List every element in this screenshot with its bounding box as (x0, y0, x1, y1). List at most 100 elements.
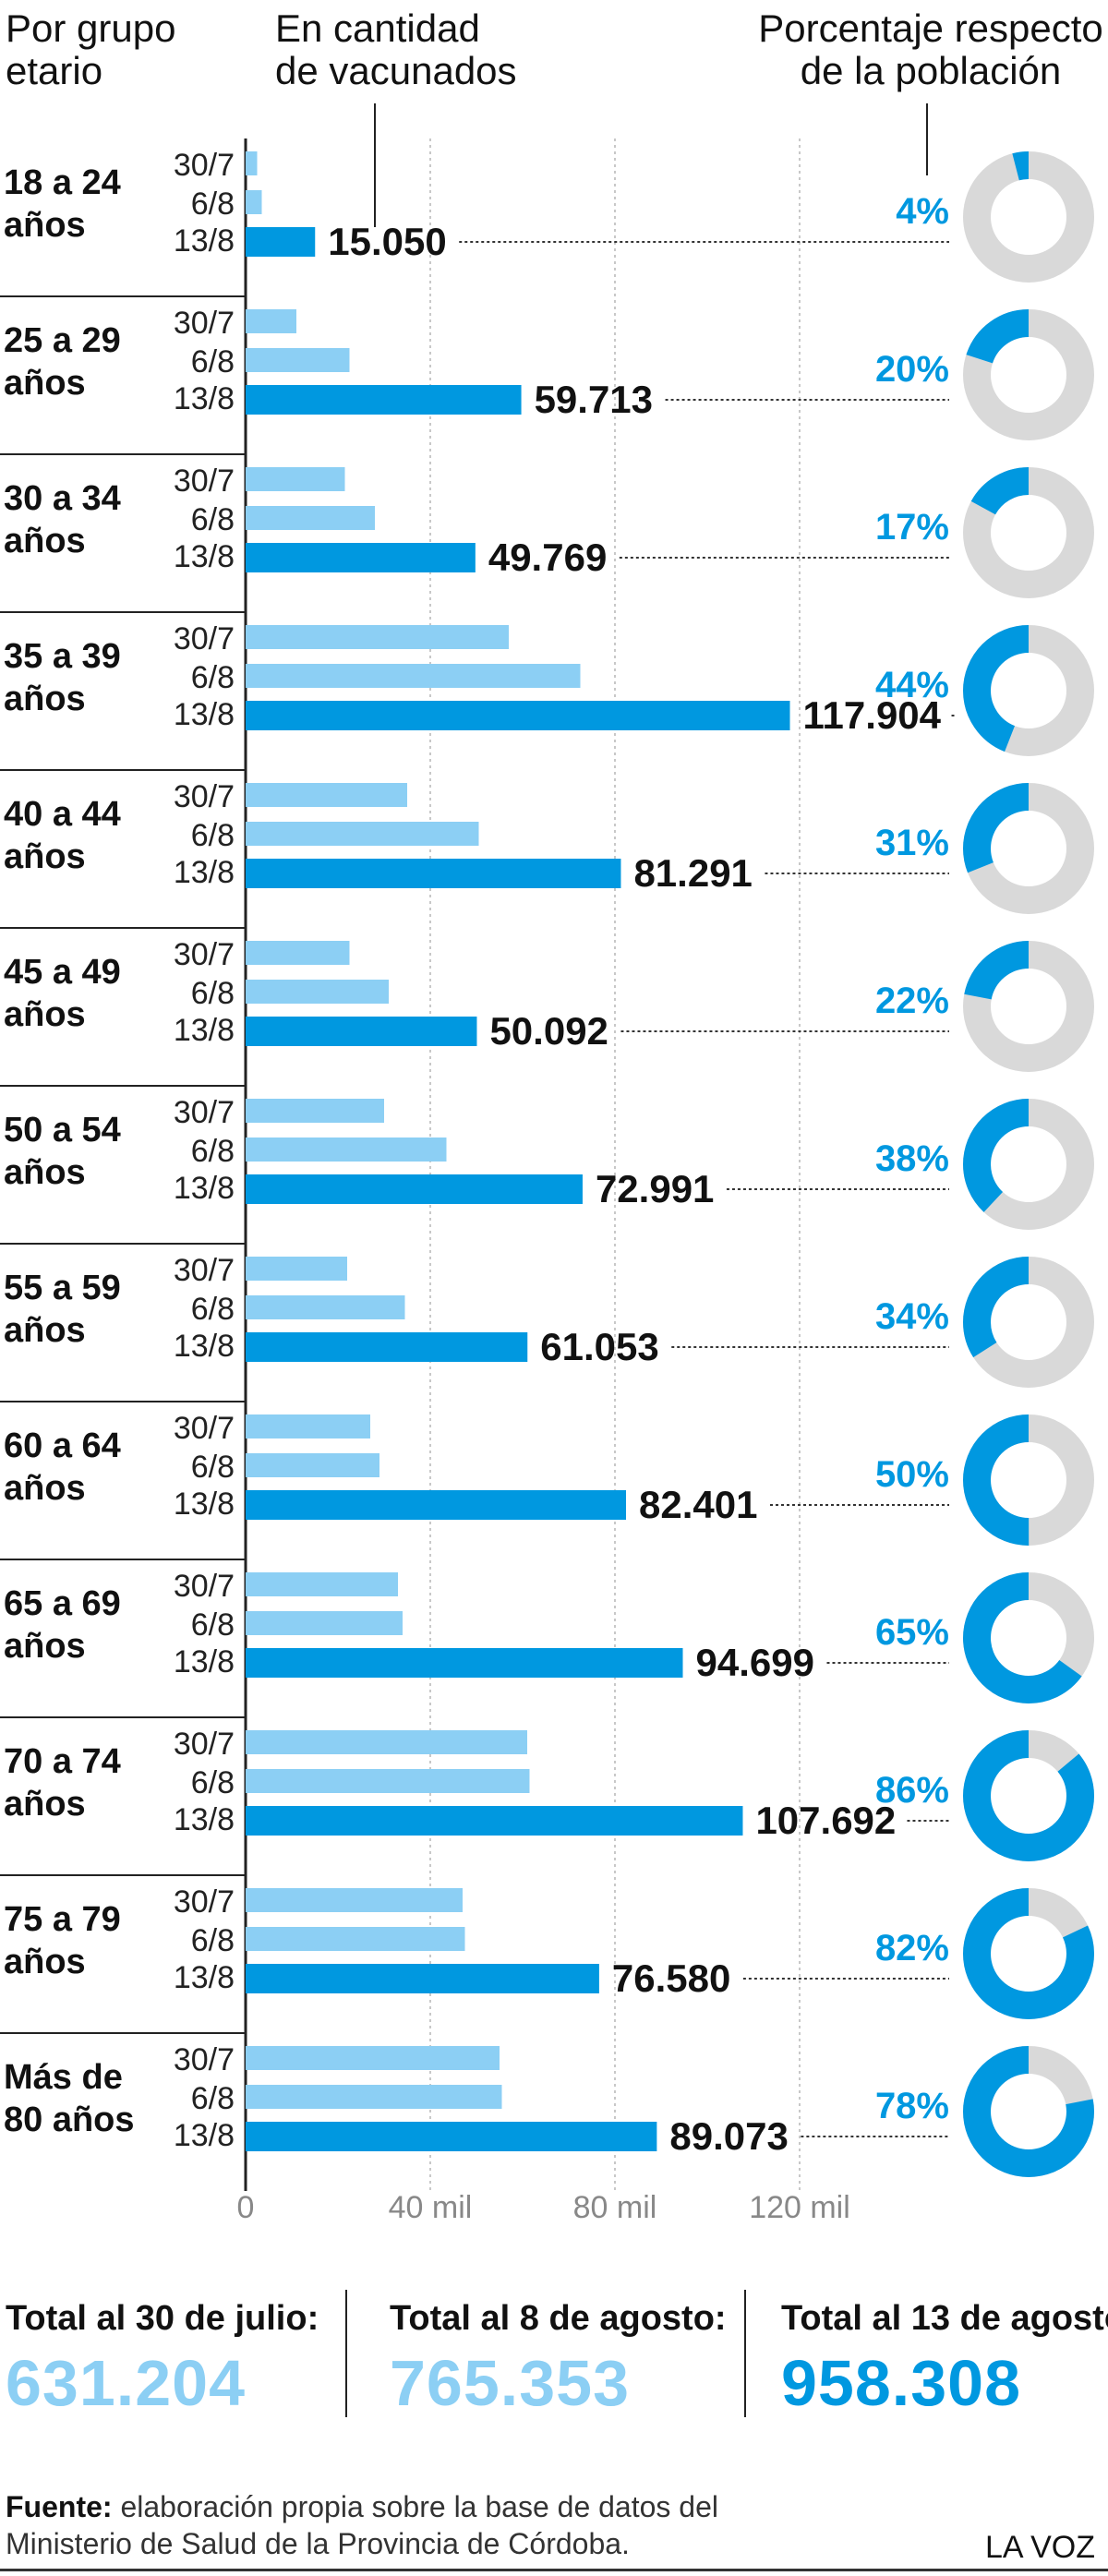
bar (246, 190, 262, 214)
total-label: Total al 13 de agosto: (781, 2299, 1108, 2338)
date-label: 13/8 (174, 1644, 235, 1679)
bar (246, 2046, 500, 2070)
donut-arc (963, 151, 1094, 283)
donut-arc (963, 309, 1094, 440)
date-label: 6/8 (191, 187, 235, 222)
date-label: 13/8 (174, 1329, 235, 1364)
bar (246, 1888, 463, 1912)
bar (246, 385, 522, 415)
group-label: años (4, 837, 86, 876)
group-label: años (4, 1153, 86, 1192)
percent-label: 4% (896, 191, 949, 232)
group-label: 80 años (4, 2101, 135, 2139)
bar (246, 941, 350, 965)
value-label: 76.580 (612, 1956, 730, 2000)
bar (246, 1174, 583, 1204)
date-label: 30/7 (174, 1253, 235, 1288)
source-note: Fuente: elaboración propia sobre la base… (6, 2488, 837, 2562)
date-label: 30/7 (174, 2042, 235, 2077)
donut-track (963, 151, 1094, 283)
percent-label: 44% (875, 665, 949, 705)
percent-label: 50% (875, 1454, 949, 1495)
bar (246, 1964, 599, 1993)
group-label: años (4, 1311, 86, 1350)
group-label: 30 a 34 (4, 479, 121, 518)
date-label: 6/8 (191, 2081, 235, 2116)
date-label: 13/8 (174, 1171, 235, 1206)
group-label: años (4, 522, 86, 560)
value-label: 89.073 (669, 2114, 788, 2158)
x-tick-label: 40 mil (389, 2190, 473, 2225)
value-label: 107.692 (755, 1799, 896, 1842)
donut-arc (963, 1414, 1094, 1546)
date-label: 30/7 (174, 1095, 235, 1130)
group-label: años (4, 1469, 86, 1508)
group-label: 35 a 39 (4, 637, 121, 676)
date-label: 6/8 (191, 1607, 235, 1643)
date-label: 6/8 (191, 344, 235, 379)
date-label: 30/7 (174, 306, 235, 341)
value-label: 15.050 (328, 220, 446, 263)
bar (246, 227, 316, 257)
value-label: 50.092 (489, 1009, 608, 1053)
percent-label: 38% (875, 1138, 949, 1179)
bar (246, 1332, 528, 1362)
x-tick-label: 0 (237, 2190, 255, 2225)
value-label: 59.713 (535, 378, 653, 421)
bar (246, 980, 389, 1004)
total-30-julio: Total al 30 de julio: 631.204 (6, 2299, 319, 2420)
group-label: 50 a 54 (4, 1111, 121, 1150)
bar (246, 822, 479, 846)
date-label: 13/8 (174, 2118, 235, 2153)
percent-label: 17% (875, 507, 949, 548)
value-label: 117.904 (803, 693, 942, 737)
group-label: 75 a 79 (4, 1900, 121, 1939)
donut-arc (963, 1257, 1094, 1388)
donut-arc (963, 2046, 1094, 2177)
date-label: 30/7 (174, 779, 235, 814)
date-label: 6/8 (191, 1292, 235, 1327)
value-label: 72.991 (596, 1167, 714, 1210)
date-label: 6/8 (191, 1923, 235, 1958)
percent-label: 20% (875, 349, 949, 390)
date-label: 30/7 (174, 1411, 235, 1446)
group-label: 70 a 74 (4, 1742, 121, 1781)
date-label: 30/7 (174, 937, 235, 972)
total-label: Total al 30 de julio: (6, 2299, 319, 2338)
value-label: 61.053 (540, 1325, 658, 1368)
percent-label: 22% (875, 981, 949, 1021)
bar (246, 625, 509, 649)
value-label: 94.699 (695, 1641, 813, 1684)
total-8-agosto: Total al 8 de agosto: 765.353 (390, 2299, 727, 2420)
value-label: 82.401 (639, 1483, 757, 1526)
date-label: 30/7 (174, 1884, 235, 1920)
percent-label: 82% (875, 1928, 949, 1968)
donut-arc (963, 1730, 1094, 1861)
bar (246, 701, 790, 730)
bar (246, 151, 258, 175)
group-label: años (4, 680, 86, 718)
group-label: años (4, 206, 86, 245)
bar (246, 2122, 657, 2151)
bar (246, 783, 407, 807)
total-13-agosto: Total al 13 de agosto: 958.308 (781, 2299, 1108, 2420)
total-value: 765.353 (390, 2347, 631, 2419)
bar (246, 1490, 627, 1520)
date-label: 13/8 (174, 539, 235, 574)
bar (246, 1611, 403, 1635)
totals-panel: Total al 30 de julio: 631.204 Total al 8… (0, 2290, 1108, 2438)
group-label: años (4, 1943, 86, 1981)
donut-arc (963, 1572, 1094, 1703)
group-label: 45 a 49 (4, 953, 121, 992)
publisher-credit: LA VOZ (984, 2530, 1095, 2565)
group-label: años (4, 995, 86, 1034)
bar (246, 506, 375, 530)
x-tick-label: 80 mil (573, 2190, 657, 2225)
bar (246, 1017, 477, 1046)
group-label: 60 a 64 (4, 1426, 121, 1465)
separator (345, 2290, 347, 2417)
source-text: elaboración propia sobre la base de dato… (6, 2490, 718, 2560)
date-label: 30/7 (174, 148, 235, 183)
